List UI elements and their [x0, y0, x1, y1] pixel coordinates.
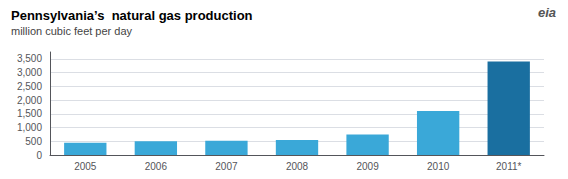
svg-text:3,500: 3,500 — [17, 53, 42, 64]
svg-text:Pennsylvania’s natural gas pr: Pennsylvania’s natural gas production — [11, 8, 253, 23]
svg-text:0: 0 — [36, 150, 42, 161]
svg-text:3,000: 3,000 — [17, 67, 42, 78]
svg-text:million cubic feet per day: million cubic feet per day — [11, 25, 133, 37]
svg-text:2011*: 2011* — [496, 161, 522, 172]
svg-text:1,500: 1,500 — [17, 108, 42, 119]
svg-text:2,500: 2,500 — [17, 81, 42, 92]
svg-text:2,000: 2,000 — [17, 95, 42, 106]
svg-text:500: 500 — [25, 136, 42, 147]
svg-text:1,000: 1,000 — [17, 122, 42, 133]
svg-text:2005: 2005 — [74, 161, 97, 172]
svg-text:2006: 2006 — [145, 161, 168, 172]
svg-text:2008: 2008 — [286, 161, 309, 172]
svg-text:2010: 2010 — [427, 161, 450, 172]
svg-text:2007: 2007 — [215, 161, 238, 172]
svg-text:2009: 2009 — [356, 161, 379, 172]
svg-text:eia: eia — [538, 5, 556, 20]
